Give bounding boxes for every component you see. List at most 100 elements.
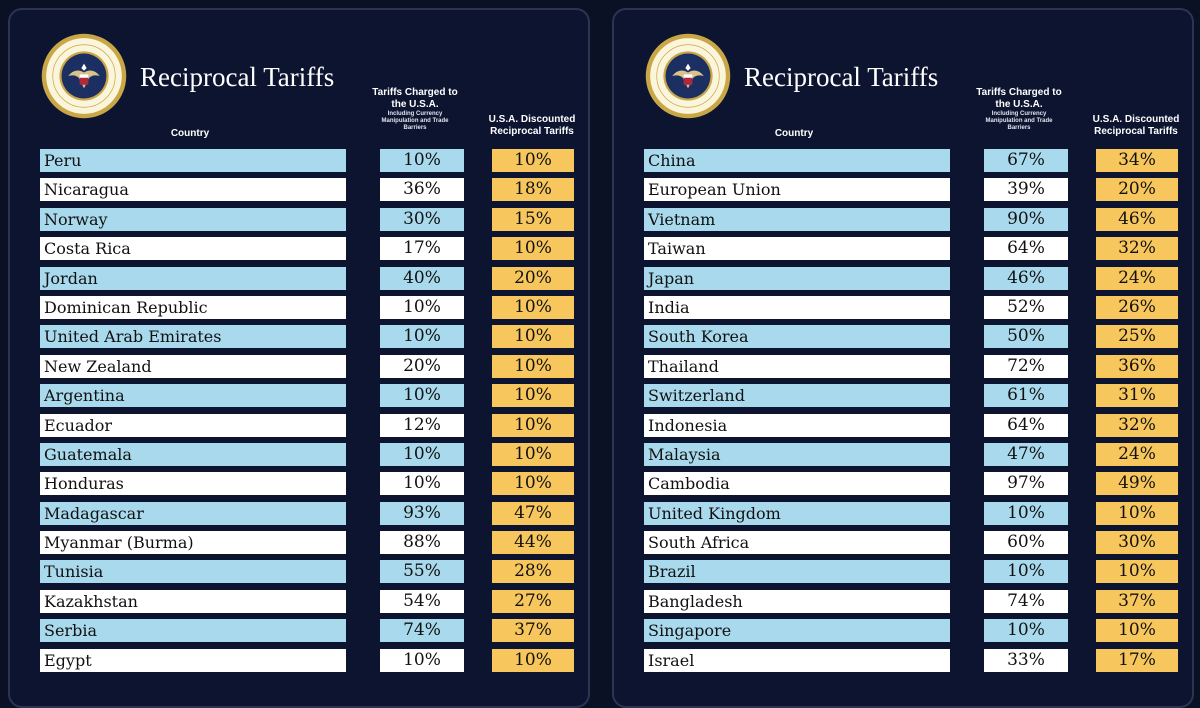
charged-cell: 20% xyxy=(380,354,464,378)
discounted-cell: 10% xyxy=(492,237,574,261)
tariff-table: China 67% 34% European Union 39% 20% Vietnam… xyxy=(614,149,1192,678)
presidential-seal-icon xyxy=(645,33,731,119)
charged-cell: 74% xyxy=(380,619,464,643)
charged-cell: 10% xyxy=(380,648,464,672)
discounted-cell: 10% xyxy=(492,295,574,319)
country-cell: China xyxy=(644,149,950,172)
table-row: Myanmar (Burma) 88% 44% xyxy=(10,531,588,560)
page-title: Reciprocal Tariffs xyxy=(140,62,335,92)
discounted-cell: 31% xyxy=(1096,384,1178,408)
stage: Reciprocal Tariffs Country Tariffs Charg… xyxy=(8,8,1194,708)
discounted-cell: 37% xyxy=(492,619,574,643)
charged-cell: 64% xyxy=(984,237,1068,261)
table-row: Thailand 72% 36% xyxy=(614,354,1192,384)
discounted-cell: 10% xyxy=(492,442,574,466)
charged-cell: 36% xyxy=(380,178,464,202)
charged-cell: 39% xyxy=(984,178,1068,202)
charged-cell: 10% xyxy=(380,472,464,496)
table-row: Egypt 10% 10% xyxy=(10,648,588,678)
charged-cell: 52% xyxy=(984,295,1068,319)
table-row: Tunisia 55% 28% xyxy=(10,560,588,589)
table-row: South Korea 50% 25% xyxy=(614,325,1192,354)
country-cell: Taiwan xyxy=(644,237,950,261)
table-row: Indonesia 64% 32% xyxy=(614,413,1192,443)
country-cell: Argentina xyxy=(40,384,346,408)
country-cell: New Zealand xyxy=(40,354,346,378)
charged-header-sublabel: Including Currency Manipulation and Trad… xyxy=(381,111,449,131)
discounted-cell: 24% xyxy=(1096,266,1178,290)
discounted-cell: 10% xyxy=(492,648,574,672)
table-row: Peru 10% 10% xyxy=(10,149,588,178)
discounted-cell: 28% xyxy=(492,560,574,584)
charged-header-sublabel: Including Currency Manipulation and Trad… xyxy=(985,111,1053,131)
discounted-cell: 10% xyxy=(492,149,574,172)
table-row: Honduras 10% 10% xyxy=(10,472,588,501)
table-row: Serbia 74% 37% xyxy=(10,619,588,648)
country-column-header: Country xyxy=(774,128,814,139)
discounted-column-header: U.S.A. Discounted Reciprocal Tariffs xyxy=(488,114,576,137)
charged-cell: 64% xyxy=(984,413,1068,437)
country-cell: India xyxy=(644,295,950,319)
table-row: Dominican Republic 10% 10% xyxy=(10,295,588,325)
discounted-cell: 25% xyxy=(1096,325,1178,349)
country-cell: Madagascar xyxy=(40,501,346,525)
table-row: Bangladesh 74% 37% xyxy=(614,589,1192,619)
discounted-cell: 10% xyxy=(1096,619,1178,643)
discounted-column-header: U.S.A. Discounted Reciprocal Tariffs xyxy=(1092,114,1180,137)
country-cell: Vietnam xyxy=(644,207,950,231)
table-row: Norway 30% 15% xyxy=(10,207,588,237)
charged-cell: 12% xyxy=(380,413,464,437)
country-cell: Guatemala xyxy=(40,442,346,466)
discounted-cell: 10% xyxy=(492,413,574,437)
country-cell: South Africa xyxy=(644,531,950,555)
charged-cell: 40% xyxy=(380,266,464,290)
charged-cell: 10% xyxy=(984,619,1068,643)
discounted-cell: 30% xyxy=(1096,531,1178,555)
charged-cell: 54% xyxy=(380,589,464,613)
discounted-cell: 26% xyxy=(1096,295,1178,319)
table-row: Madagascar 93% 47% xyxy=(10,501,588,531)
country-cell: Israel xyxy=(644,648,950,672)
charged-cell: 72% xyxy=(984,354,1068,378)
charged-cell: 10% xyxy=(380,295,464,319)
table-row: Kazakhstan 54% 27% xyxy=(10,589,588,619)
discounted-cell: 36% xyxy=(1096,354,1178,378)
table-row: Taiwan 64% 32% xyxy=(614,237,1192,266)
discounted-cell: 17% xyxy=(1096,648,1178,672)
country-cell: Indonesia xyxy=(644,413,950,437)
table-row: Costa Rica 17% 10% xyxy=(10,237,588,266)
country-cell: Egypt xyxy=(40,648,346,672)
table-row: South Africa 60% 30% xyxy=(614,531,1192,560)
discounted-cell: 10% xyxy=(1096,560,1178,584)
discounted-cell: 27% xyxy=(492,589,574,613)
tariff-panel-left: Reciprocal Tariffs Country Tariffs Charg… xyxy=(8,8,590,708)
charged-cell: 30% xyxy=(380,207,464,231)
discounted-cell: 15% xyxy=(492,207,574,231)
country-cell: South Korea xyxy=(644,325,950,349)
discounted-cell: 32% xyxy=(1096,413,1178,437)
charged-header-label: Tariffs Charged to the U.S.A. xyxy=(372,87,458,110)
table-row: India 52% 26% xyxy=(614,295,1192,325)
charged-cell: 10% xyxy=(380,149,464,172)
table-row: Malaysia 47% 24% xyxy=(614,442,1192,472)
discounted-cell: 10% xyxy=(492,472,574,496)
country-cell: Cambodia xyxy=(644,472,950,496)
charged-cell: 10% xyxy=(984,501,1068,525)
discounted-cell: 32% xyxy=(1096,237,1178,261)
table-row: Nicaragua 36% 18% xyxy=(10,178,588,207)
discounted-cell: 44% xyxy=(492,531,574,555)
country-cell: Japan xyxy=(644,266,950,290)
country-cell: United Kingdom xyxy=(644,501,950,525)
table-row: Guatemala 10% 10% xyxy=(10,442,588,472)
country-cell: United Arab Emirates xyxy=(40,325,346,349)
table-row: Switzerland 61% 31% xyxy=(614,384,1192,413)
table-row: New Zealand 20% 10% xyxy=(10,354,588,384)
charged-cell: 10% xyxy=(380,442,464,466)
charged-cell: 74% xyxy=(984,589,1068,613)
country-cell: Dominican Republic xyxy=(40,295,346,319)
charged-cell: 60% xyxy=(984,531,1068,555)
discounted-cell: 46% xyxy=(1096,207,1178,231)
charged-cell: 50% xyxy=(984,325,1068,349)
discounted-cell: 24% xyxy=(1096,442,1178,466)
discounted-cell: 47% xyxy=(492,501,574,525)
